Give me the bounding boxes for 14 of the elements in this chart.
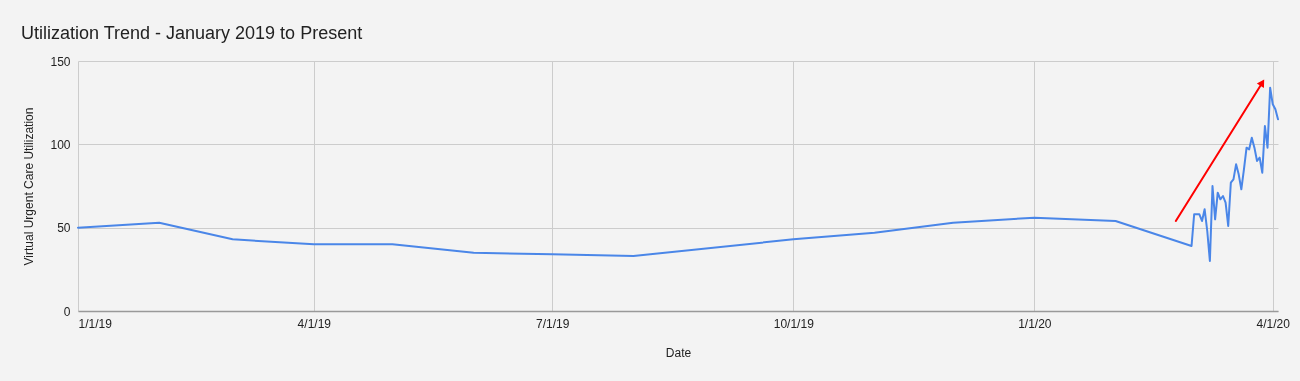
x-tick-label: 7/1/19 [536, 316, 570, 331]
y-tick-label: 50 [57, 221, 71, 236]
chart-title: Utilization Trend - January 2019 to Present [20, 23, 363, 43]
y-tick-label: 100 [50, 137, 71, 152]
x-tick-label: 4/1/19 [297, 316, 332, 331]
x-tick-label: 4/1/20 [1256, 316, 1291, 331]
x-tick-label: 1/1/20 [1018, 316, 1052, 331]
x-axis-title: Date [665, 345, 692, 360]
y-tick-label: 150 [50, 54, 71, 69]
y-axis-title: Virtual Urgent Care Utilization [22, 107, 37, 266]
line-series [77, 86, 1279, 262]
x-tick-label: 1/1/19 [78, 316, 113, 331]
x-tick-label: 10/1/19 [773, 316, 815, 331]
y-tick-label: 0 [63, 304, 71, 319]
